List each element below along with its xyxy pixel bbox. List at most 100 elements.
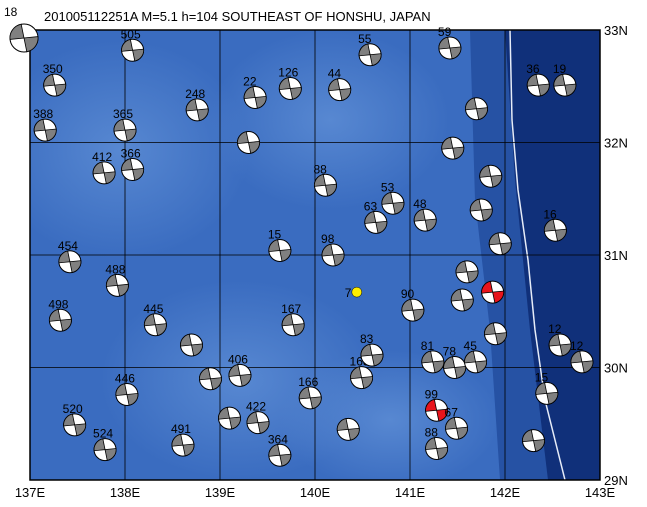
focal-mechanism (481, 280, 505, 304)
focal-mechanism (526, 73, 550, 97)
event-label: 406 (228, 352, 248, 366)
ball-quadrant (401, 298, 425, 322)
focal-mechanism (185, 98, 209, 122)
focal-mechanism (364, 210, 388, 234)
focal-mechanism (438, 36, 462, 60)
ball-quadrant (9, 23, 39, 53)
event-label: 520 (63, 402, 83, 416)
focal-mechanism (93, 438, 117, 462)
focal-mechanism (218, 406, 241, 430)
x-tick-label: 140E (300, 485, 331, 500)
ball-quadrant (58, 250, 82, 274)
event-label: 45 (464, 339, 478, 353)
ball-quadrant (43, 73, 67, 97)
ball-quadrant (488, 232, 512, 256)
ball-quadrant (199, 367, 222, 391)
focal-mechanism (464, 350, 488, 374)
focal-mechanism (121, 38, 145, 62)
ball-quadrant (321, 243, 345, 267)
ball-quadrant (268, 239, 292, 262)
ball-quadrant (243, 86, 267, 109)
ball-quadrant (115, 383, 139, 406)
event-label: 454 (58, 239, 78, 253)
focal-mechanism (469, 198, 493, 222)
event-label: 81 (421, 339, 435, 353)
focal-mechanism (350, 366, 374, 390)
ball-quadrant (469, 198, 493, 222)
x-tick-label: 139E (205, 485, 236, 500)
event-label: 99 (425, 387, 439, 401)
event-label: 12 (570, 339, 584, 353)
ball-quadrant (421, 350, 445, 374)
event-label: 48 (413, 197, 427, 211)
focal-mechanism (465, 97, 488, 121)
focal-mechanism (180, 333, 203, 357)
focal-mechanism (484, 322, 507, 346)
ball-quadrant (228, 364, 252, 387)
ball-quadrant (441, 136, 465, 160)
event-label: 88 (313, 162, 327, 176)
bathymetry (30, 30, 600, 480)
ball-quadrant (450, 288, 474, 312)
event-label: 55 (358, 32, 372, 46)
ball-quadrant (278, 77, 302, 100)
ball-quadrant (553, 73, 577, 97)
ball-quadrant (185, 98, 209, 122)
ball-quadrant (535, 382, 559, 405)
ball-quadrant (298, 386, 322, 410)
focal-mechanism (58, 250, 82, 274)
y-tick-label: 31N (604, 248, 628, 263)
event-label: 365 (113, 107, 133, 121)
focal-mechanism (121, 158, 145, 181)
focal-mechanism (321, 243, 345, 267)
focal-mechanism (401, 298, 425, 322)
focal-mechanism (381, 191, 405, 215)
ball-quadrant (445, 416, 468, 440)
focal-mechanism (336, 417, 360, 441)
event-label: 88 (425, 426, 439, 440)
focal-mechanism (268, 443, 292, 467)
event-label: 16 (543, 207, 557, 221)
focal-mechanism (243, 86, 267, 109)
x-tick-label: 142E (490, 485, 521, 500)
ball-quadrant (543, 218, 567, 242)
event-label: 422 (246, 400, 266, 414)
event-label: 350 (43, 62, 63, 76)
focal-mechanism (553, 73, 577, 97)
focal-mechanism (535, 381, 559, 405)
focal-mechanism (450, 288, 474, 312)
ball-quadrant (455, 260, 479, 284)
event-label: 36 (526, 62, 540, 76)
event-label: 248 (185, 87, 205, 101)
ball-quadrant (143, 313, 167, 337)
event-label: 166 (298, 375, 318, 389)
focal-mechanism (92, 161, 116, 185)
ball-quadrant (358, 43, 382, 67)
ball-quadrant (425, 398, 449, 422)
focal-mechanism (171, 433, 195, 457)
focal-mechanism (313, 173, 337, 197)
y-tick-label: 33N (604, 23, 628, 38)
event-label: 388 (33, 107, 53, 121)
ball-quadrant (479, 164, 503, 188)
focal-mechanism (358, 43, 382, 67)
ball-quadrant (48, 308, 72, 332)
y-tick-label: 32N (604, 136, 628, 151)
focal-mechanism (522, 429, 545, 453)
focal-mechanism (143, 313, 167, 337)
event-label: 488 (105, 262, 125, 276)
event-label: 364 (268, 432, 288, 446)
ball-quadrant (425, 437, 449, 460)
title: 201005112251A M=5.1 h=104 SOUTHEAST OF H… (44, 9, 431, 24)
focal-mechanism (281, 313, 305, 337)
focal-mechanism (543, 218, 567, 242)
focal-mechanism (33, 118, 57, 142)
event-label: 445 (143, 302, 163, 316)
ball-quadrant (336, 418, 360, 441)
event-label: 524 (93, 427, 113, 441)
x-tick-label: 143E (585, 485, 616, 500)
ball-quadrant (121, 38, 145, 62)
event-label: 19 (553, 62, 567, 76)
ball-quadrant (237, 131, 260, 154)
